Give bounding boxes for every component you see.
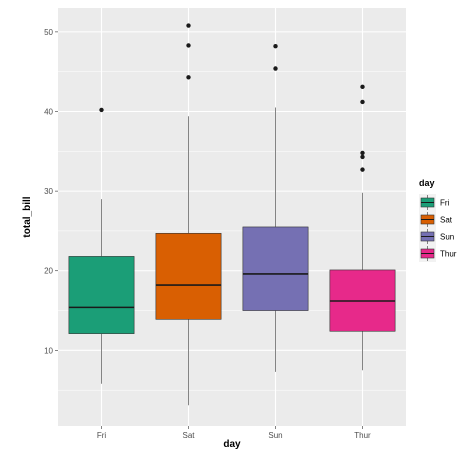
legend-label-fri: Fri bbox=[440, 199, 450, 208]
legend-label-thur: Thur bbox=[440, 250, 457, 259]
box-sat bbox=[155, 233, 222, 320]
x-tick-label: Sat bbox=[182, 431, 195, 440]
legend-label-sun: Sun bbox=[440, 233, 454, 242]
box-group-sun bbox=[242, 44, 309, 372]
box-fri bbox=[68, 256, 135, 334]
legend-label-sat: Sat bbox=[440, 216, 453, 225]
outlier-point-thur bbox=[360, 84, 365, 90]
outlier-point-thur bbox=[360, 167, 365, 172]
plot-panel-background bbox=[58, 8, 406, 426]
outlier-point-sat bbox=[186, 23, 191, 28]
outlier-point-thur bbox=[360, 150, 365, 156]
outlier-point-fri bbox=[99, 107, 104, 113]
x-tick-label: Sun bbox=[268, 431, 282, 440]
y-tick-label: 50 bbox=[44, 28, 53, 37]
outlier-point-sun bbox=[273, 44, 278, 49]
outlier-point-sat bbox=[186, 75, 191, 80]
x-tick-label: Fri bbox=[97, 431, 107, 440]
outlier-point-thur bbox=[360, 154, 365, 160]
y-axis-ticks: 10 20 30 40 50 bbox=[44, 28, 58, 355]
y-tick-label: 30 bbox=[44, 187, 53, 196]
box-group-sat bbox=[155, 23, 222, 406]
legend-title: day bbox=[419, 178, 435, 188]
outlier-point-thur bbox=[360, 99, 365, 105]
box-sun bbox=[242, 226, 309, 311]
x-axis-ticks: Fri Sat Sun Thur bbox=[97, 426, 371, 440]
legend: day Fri Sat Sun Thur bbox=[419, 178, 457, 262]
y-tick-label: 40 bbox=[44, 108, 53, 117]
box-group-fri bbox=[68, 107, 135, 384]
box-group-thur bbox=[329, 84, 396, 371]
outlier-point-sat bbox=[186, 43, 191, 48]
box-layer bbox=[68, 23, 396, 406]
y-tick-label: 20 bbox=[44, 267, 53, 276]
y-tick-label: 10 bbox=[44, 346, 53, 355]
x-tick-label: Thur bbox=[354, 431, 371, 440]
outlier-point-sun bbox=[273, 66, 278, 71]
x-axis-title: day bbox=[223, 439, 241, 450]
y-axis-title: total_bill bbox=[22, 196, 33, 237]
